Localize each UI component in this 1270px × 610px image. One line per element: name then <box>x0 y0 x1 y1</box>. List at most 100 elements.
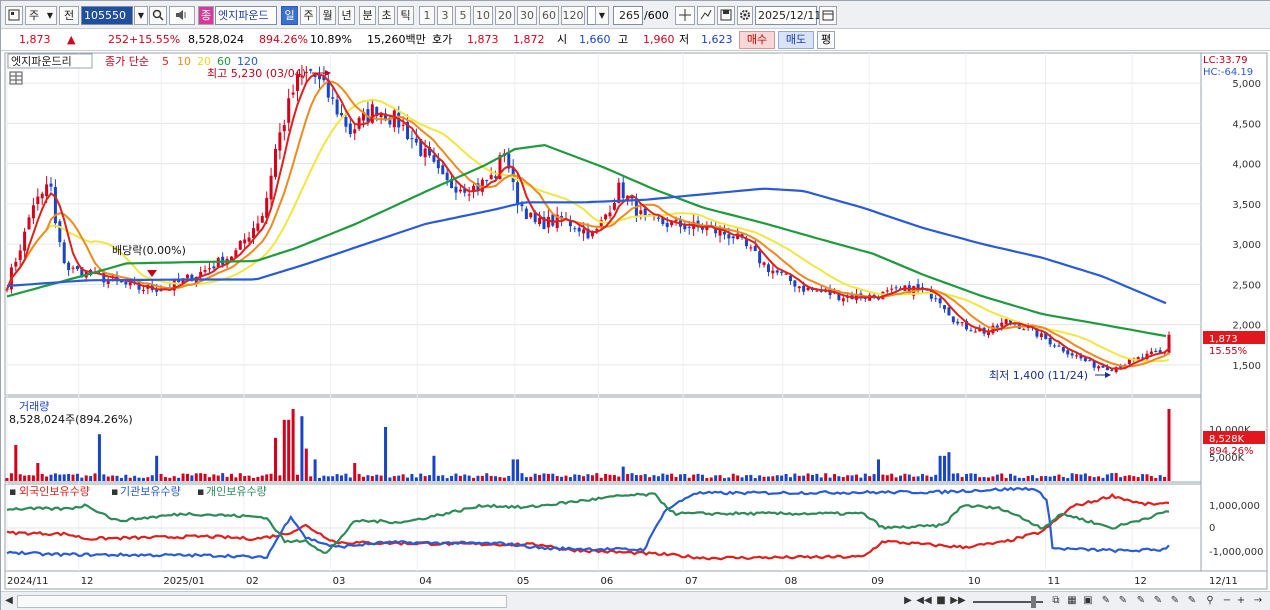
institution-legend[interactable]: 기관보유수량 <box>120 485 181 498</box>
marker-icon[interactable]: ✎ <box>1136 595 1146 606</box>
box-icon[interactable]: ▣ <box>1083 595 1093 606</box>
dividend-annotation: 배당락(0.00%) <box>112 244 186 257</box>
ma10-legend[interactable]: 10 <box>177 55 191 68</box>
ma5-legend[interactable]: 5 <box>162 55 169 68</box>
volume-bar <box>982 477 986 481</box>
save-icon[interactable] <box>717 6 735 25</box>
minute-3-button[interactable]: 3 <box>437 6 453 25</box>
sell-button[interactable]: 매도 <box>778 31 814 49</box>
search-icon[interactable] <box>149 6 167 25</box>
gear-icon[interactable] <box>737 6 753 25</box>
candle-body <box>282 125 286 132</box>
fast-forward-icon[interactable]: ▶▶ <box>950 595 966 606</box>
minute-30-button[interactable]: 30 <box>517 6 537 25</box>
candle-body <box>744 238 748 247</box>
speaker-icon[interactable] <box>169 6 195 25</box>
buy-button[interactable]: 매수 <box>739 31 775 49</box>
data-count-input[interactable]: 265 <box>613 6 643 25</box>
stock-code-input[interactable]: 105550 <box>81 6 133 25</box>
volume-bar <box>758 475 762 481</box>
volume-bar <box>14 445 18 481</box>
grid-icon[interactable]: ▦ <box>1067 595 1077 606</box>
volume-bar <box>172 476 176 481</box>
minute-60-button[interactable]: 60 <box>539 6 559 25</box>
price-tick-label: 3,000 <box>1232 240 1261 251</box>
minute-20-button[interactable]: 20 <box>495 6 515 25</box>
scroll-left-icon[interactable]: ◀ <box>5 595 13 606</box>
zoom-in-icon[interactable]: + <box>1236 595 1246 606</box>
period-tick-button[interactable]: 틱 <box>397 6 414 25</box>
open-value: 1,660 <box>579 33 611 46</box>
zoom-slider[interactable] <box>973 601 1043 603</box>
calendar-icon[interactable] <box>819 6 837 25</box>
scroll-bar[interactable]: ◀ ▶ ◀◀ ■ ▶▶ ⧉ ▦ ▣ ✎ ✎ ✎ ✎ ✎ ✎ ⚲ − + → <box>1 591 1270 610</box>
candle-body <box>947 307 951 316</box>
candle-body <box>1075 355 1079 357</box>
prev-button[interactable]: 전 <box>59 6 79 25</box>
period-minute-button[interactable]: 분 <box>359 6 376 25</box>
window-icon[interactable]: ⧉ <box>1052 595 1060 606</box>
chart-type-icon[interactable] <box>5 6 23 25</box>
volume-bar <box>476 475 480 481</box>
ma120-legend[interactable]: 120 <box>237 55 258 68</box>
candle-body <box>590 231 594 237</box>
candle-body <box>348 123 352 135</box>
minute-10-button[interactable]: 10 <box>473 6 493 25</box>
eraser-icon[interactable]: ✎ <box>1187 595 1197 606</box>
ma20-legend[interactable]: 20 <box>197 55 211 68</box>
zoom-icon[interactable]: ⚲ <box>1206 595 1214 606</box>
candle-body <box>309 69 313 71</box>
volume-bar <box>1057 474 1061 481</box>
pen-icon[interactable]: ✎ <box>1118 595 1128 606</box>
volume-bar <box>872 474 876 481</box>
market-type-select[interactable]: 주 ▼ <box>25 6 57 25</box>
scroll-right-icon[interactable]: → <box>1253 595 1263 606</box>
volume-bar <box>877 459 880 481</box>
rewind-icon[interactable]: ◀◀ <box>916 595 932 606</box>
candle-body <box>353 129 357 134</box>
individual-legend[interactable]: 개인보유수량 <box>206 485 267 498</box>
chart-area[interactable]: 1,500 2,000 2,500 3,000 3,500 4,000 4,500 5,000… <box>1 51 1270 591</box>
ma60-line <box>6 143 1167 338</box>
brush-icon[interactable]: ✎ <box>1153 595 1163 606</box>
minute-1-button[interactable]: 1 <box>419 6 435 25</box>
volume-bar <box>929 476 933 481</box>
crosshair-icon[interactable] <box>675 6 695 25</box>
date-input[interactable]: 2025/12/11 <box>755 6 821 25</box>
period-year-button[interactable]: 년 <box>338 6 355 25</box>
flat-button[interactable]: 평 <box>817 31 835 49</box>
candle-body <box>1149 351 1153 355</box>
line-tool-icon[interactable] <box>697 6 715 25</box>
scroll-next-icon[interactable]: ▶ <box>904 595 912 606</box>
volume-bar <box>265 474 269 481</box>
foreign-legend[interactable]: 외국인보유수량 <box>19 485 90 498</box>
volume-bar <box>392 476 396 481</box>
code-dropdown-icon[interactable]: ▼ <box>134 6 148 25</box>
volume-bar <box>458 475 462 481</box>
minute-5-button[interactable]: 5 <box>455 6 471 25</box>
zoom-slider-handle[interactable] <box>1031 596 1036 608</box>
draw-icon[interactable]: ✎ <box>1101 595 1111 606</box>
custom-period-dropdown-icon[interactable]: ▼ <box>595 6 609 25</box>
ma60-legend[interactable]: 60 <box>217 55 231 68</box>
zoom-out-icon[interactable]: − <box>1222 595 1232 606</box>
price-tick-label: 4,000 <box>1232 160 1261 171</box>
period-week-button[interactable]: 주 <box>300 6 317 25</box>
stock-name-field[interactable]: 엣지파운드 <box>215 6 277 25</box>
volume-bar <box>564 475 568 481</box>
stop-icon[interactable]: ■ <box>936 595 946 606</box>
volume-title: 거래량 <box>19 400 49 413</box>
volume-bar <box>221 473 225 481</box>
pencil-icon[interactable]: ✎ <box>1170 595 1180 606</box>
period-day-button[interactable]: 일 <box>281 6 298 25</box>
scroll-thumb[interactable] <box>17 595 507 608</box>
minute-120-button[interactable]: 120 <box>561 6 585 25</box>
period-month-button[interactable]: 월 <box>319 6 336 25</box>
volume-bar <box>766 476 770 481</box>
volume-bar <box>357 474 361 481</box>
period-second-button[interactable]: 초 <box>378 6 395 25</box>
volume-bar <box>485 473 489 481</box>
volume-pane <box>4 396 1202 483</box>
candle-body <box>278 132 282 151</box>
volume-bar <box>401 474 405 481</box>
